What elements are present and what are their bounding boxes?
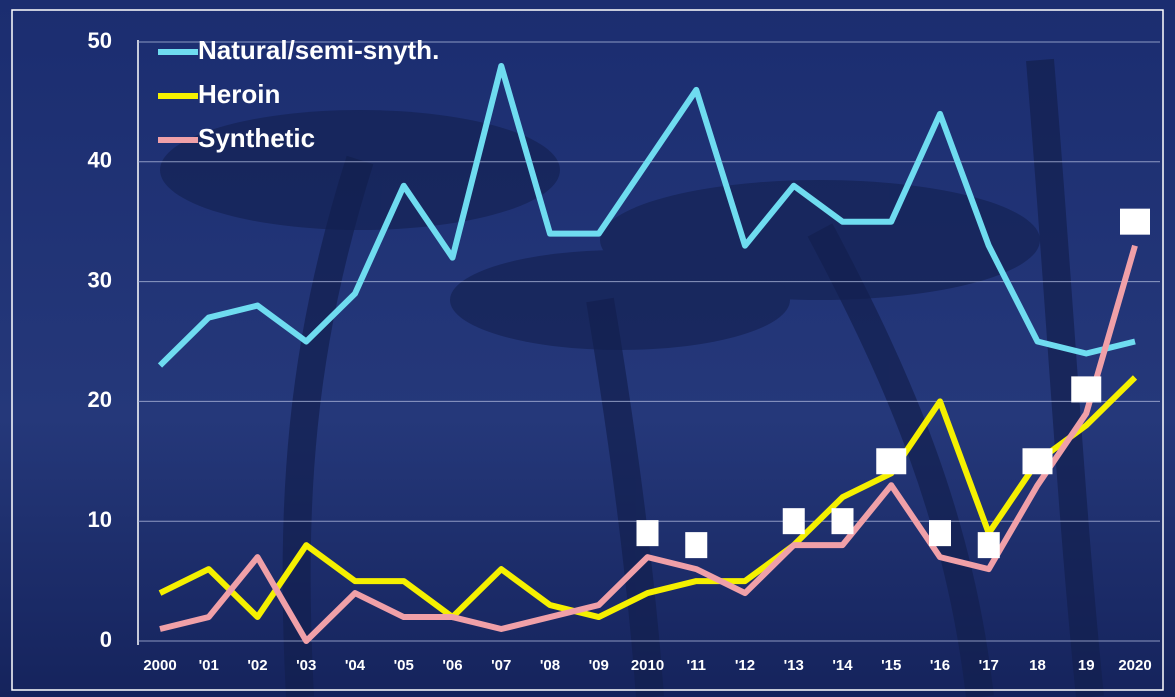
- data-label-box: [929, 520, 951, 547]
- x-tick-label: '11: [687, 657, 706, 674]
- x-tick-label: 2000: [143, 657, 176, 674]
- data-label-box: [831, 508, 854, 535]
- x-tick-label: '15: [881, 657, 901, 674]
- series-line: [158, 375, 1138, 621]
- series-line: [159, 244, 1138, 644]
- y-tick-label: 50: [88, 28, 112, 53]
- y-tick-label: 20: [88, 387, 112, 412]
- x-tick-label: '07: [491, 657, 511, 674]
- data-label: 6: [984, 536, 993, 555]
- x-tick-label: '05: [394, 657, 414, 674]
- data-label-box: [1120, 208, 1150, 235]
- data-label-box: [1022, 448, 1053, 475]
- x-tick-label: 2020: [1118, 657, 1151, 674]
- x-tick-label: '14: [832, 657, 853, 674]
- data-label-box: [685, 532, 708, 559]
- data-label: 8: [789, 512, 798, 531]
- x-tick-label: 2010: [631, 657, 664, 674]
- data-label-box: [977, 532, 1000, 559]
- x-tick-label: '13: [784, 657, 804, 674]
- data-label-box: [1071, 376, 1102, 403]
- y-tick-label: 30: [88, 267, 112, 292]
- x-tick-label: 18: [1029, 657, 1046, 674]
- data-label-box: [782, 508, 805, 535]
- series-line: [157, 62, 1136, 368]
- data-label: 7: [935, 524, 944, 543]
- y-tick-label: 40: [88, 148, 112, 173]
- legend-label: Natural/semi-snyth.: [198, 35, 439, 65]
- x-tick-label: '03: [296, 657, 316, 674]
- x-tick-label: '08: [540, 657, 560, 674]
- data-label: 6: [692, 536, 701, 555]
- palm-leaves: [160, 110, 1040, 350]
- x-tick-label: '01: [199, 657, 219, 674]
- data-label: 19: [1077, 380, 1096, 399]
- data-label: 13: [1028, 452, 1047, 471]
- x-tick-label: 19: [1078, 657, 1095, 674]
- data-label: 7: [643, 524, 652, 543]
- x-tick-label: '12: [735, 657, 755, 674]
- data-label: 8: [838, 512, 847, 531]
- legend-label: Synthetic: [198, 123, 315, 153]
- x-tick-label: '09: [589, 657, 609, 674]
- legend-label: Heroin: [198, 79, 280, 109]
- data-label-box: [876, 448, 907, 475]
- data-label: 33: [1126, 212, 1145, 231]
- frame: [11, 9, 1164, 691]
- data-label-box: [636, 520, 659, 547]
- x-tick-label: '04: [345, 657, 366, 674]
- y-tick-label: 0: [100, 627, 112, 652]
- data-label: 13: [882, 452, 901, 471]
- x-tick-label: '06: [442, 657, 462, 674]
- y-tick-label: 10: [88, 507, 112, 532]
- x-tick-label: '16: [930, 657, 950, 674]
- x-tick-label: '02: [247, 657, 267, 674]
- x-tick-label: '17: [979, 657, 999, 674]
